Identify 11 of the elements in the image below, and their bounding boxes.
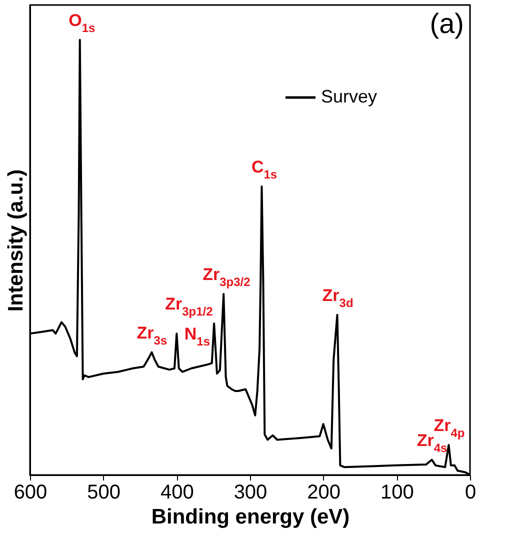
x-tick-label: 600 <box>14 482 48 504</box>
x-tick-label: 400 <box>160 482 194 504</box>
x-axis-title: Binding energy (eV) <box>151 506 350 528</box>
x-tick-label: 500 <box>87 482 121 504</box>
legend-label: Survey <box>321 86 378 106</box>
y-axis-title: Intensity (a.u.) <box>4 169 28 312</box>
x-tick-label: 200 <box>307 482 341 504</box>
x-tick-label: 300 <box>234 482 268 504</box>
x-tick-label: 100 <box>380 482 414 504</box>
x-tick-label: 0 <box>464 482 476 504</box>
text: (a) <box>430 8 464 39</box>
